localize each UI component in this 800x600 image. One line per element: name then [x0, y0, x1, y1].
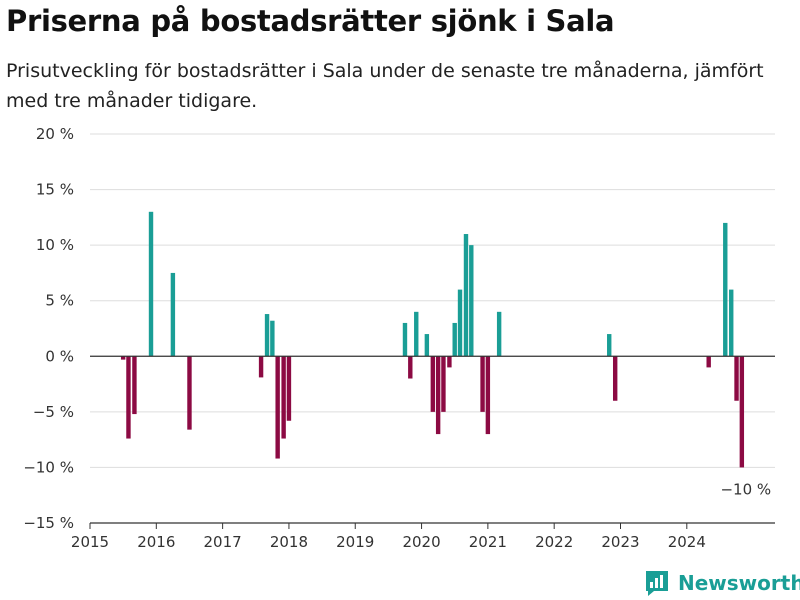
bar	[485, 356, 491, 435]
bar	[120, 356, 126, 360]
x-tick-label: 2021	[469, 533, 507, 551]
bar	[729, 289, 734, 357]
y-tick-label: 15 %	[36, 181, 74, 199]
bar	[447, 356, 452, 368]
last-value-label: −10 %	[720, 480, 771, 498]
bar	[187, 356, 192, 430]
bar	[414, 311, 419, 357]
x-tick-label: 2020	[402, 533, 440, 551]
y-tick-label: −15 %	[23, 514, 74, 532]
x-tick-label: 2017	[204, 533, 242, 551]
bar	[148, 211, 154, 357]
bar	[270, 320, 275, 357]
bar	[607, 334, 612, 357]
chart-subtitle: Prisutveckling för bostadsrätter i Sala …	[6, 60, 764, 112]
bar	[706, 356, 711, 368]
gridlines	[90, 133, 775, 524]
y-tick-label: 0 %	[45, 347, 74, 365]
x-tick-label: 2015	[71, 533, 109, 551]
bar	[132, 356, 137, 415]
x-tick-label: 2024	[668, 533, 706, 551]
y-tick-label: 5 %	[45, 292, 74, 310]
bar	[723, 222, 728, 357]
y-axis-labels: 20 % 15 % 10 % 5 % 0 % −5 % −10 % −15 %	[23, 125, 74, 532]
newsworthy-logo: Newsworthy	[644, 568, 800, 598]
x-axis-labels: 2015 2016 2017 2018 2019 2020 2021 2022 2023 2024	[71, 533, 706, 551]
bar	[463, 234, 469, 357]
bar	[430, 356, 436, 412]
x-tick-label: 2022	[535, 533, 573, 551]
bar	[258, 356, 264, 378]
bar	[612, 356, 618, 401]
x-tick-label: 2018	[270, 533, 308, 551]
brand-name: Newsworthy	[678, 571, 800, 595]
bar	[408, 356, 413, 379]
bar	[739, 356, 745, 468]
bar	[469, 245, 474, 357]
annotations: −10 %	[720, 480, 771, 498]
bar	[286, 356, 292, 421]
y-tick-label: −10 %	[23, 458, 74, 476]
bars	[120, 211, 745, 468]
bar	[126, 356, 131, 439]
y-tick-label: −5 %	[33, 403, 74, 421]
bar	[496, 311, 502, 357]
bar	[264, 314, 270, 357]
bar	[480, 356, 485, 412]
axes	[89, 355, 775, 529]
bar	[402, 322, 408, 357]
bar	[734, 356, 739, 401]
bar	[452, 322, 457, 357]
x-tick-label: 2023	[601, 533, 639, 551]
bar	[424, 334, 430, 357]
y-tick-label: 20 %	[36, 125, 74, 143]
bar	[457, 289, 463, 357]
bar	[281, 356, 286, 439]
x-tick-label: 2019	[336, 533, 374, 551]
newsworthy-icon	[646, 571, 668, 596]
chart-title: Priserna på bostadsrätter sjönk i Sala	[6, 4, 615, 38]
bar	[441, 356, 446, 412]
bar	[435, 356, 441, 435]
bar	[170, 272, 176, 357]
x-tick-label: 2016	[137, 533, 175, 551]
bar	[275, 356, 280, 459]
y-tick-label: 10 %	[36, 236, 74, 254]
